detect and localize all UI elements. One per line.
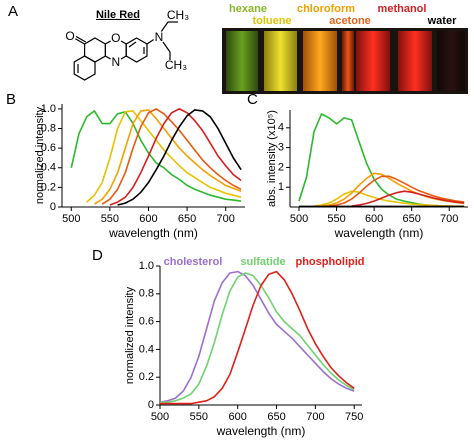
atom-label: N	[155, 30, 164, 44]
molecule-structure	[64, 21, 178, 81]
y-tick-label: 1	[278, 181, 284, 193]
series-line	[351, 190, 465, 207]
series-line	[70, 110, 242, 202]
y-tick-label: 0.4	[139, 343, 154, 355]
atom-label: CH₃	[165, 58, 187, 72]
x-tick-label: 600	[365, 213, 383, 225]
y-tick-label: 0	[50, 201, 56, 213]
series-line	[160, 272, 355, 403]
legend-entry: sulfatide	[240, 256, 285, 268]
solvent-label: hexane	[229, 3, 267, 15]
solvent-label: acetone	[329, 15, 371, 27]
x-tick-label: 700	[306, 411, 324, 423]
y-tick-label: 0.6	[139, 316, 154, 328]
x-tick-label: 600	[139, 213, 157, 225]
y-axis-label: normalized intensity	[34, 106, 46, 204]
atom-label: O	[65, 29, 74, 43]
series-line	[109, 108, 242, 206]
x-tick-label: 750	[345, 411, 363, 423]
x-axis-label: wavelength (nm)	[108, 226, 198, 240]
series-line	[93, 109, 242, 205]
solvent-label: methanol	[378, 3, 427, 15]
y-tick-label: 4	[278, 122, 284, 134]
series-line	[328, 175, 465, 207]
y-tick-label: 0.8	[139, 288, 154, 300]
series-line	[117, 109, 242, 206]
molecule-name: Nile Red	[96, 9, 140, 21]
y-tick-label: 2	[278, 161, 284, 173]
panel-label: B	[6, 91, 16, 108]
x-tick-label: 650	[178, 213, 196, 225]
series-line	[298, 113, 465, 208]
y-axis-label: abs. intensity (x10⁵)	[266, 110, 278, 207]
panel-label: C	[247, 91, 258, 108]
y-tick-label: 0.2	[41, 181, 56, 193]
y-tick-label: 0	[148, 399, 154, 411]
y-axis-label: normalized intensity	[124, 286, 136, 384]
atom-label: CH₃	[167, 8, 189, 22]
x-axis-label: wavelength (nm)	[334, 226, 424, 240]
legend-entry: phospholipid	[295, 256, 364, 268]
y-tick-label: 3	[278, 142, 284, 154]
x-tick-label: 650	[267, 411, 285, 423]
x-tick-label: 700	[440, 213, 458, 225]
atom-label: O	[111, 31, 120, 45]
cuvette-photo	[222, 28, 468, 94]
y-tick-label: 0.4	[41, 162, 56, 174]
x-tick-label: 600	[229, 411, 247, 423]
x-tick-label: 550	[327, 213, 345, 225]
panel-label: A	[8, 3, 18, 20]
series-line	[86, 110, 242, 203]
legend-entry: cholesterol	[164, 256, 223, 268]
y-tick-label: 1.0	[139, 260, 154, 272]
y-tick-label: 0.6	[41, 142, 56, 154]
x-axis-label: wavelength (nm)	[216, 424, 306, 438]
solvent-label: toluene	[252, 15, 291, 27]
y-tick-label: 0.8	[41, 122, 56, 134]
solvent-label: water	[427, 15, 457, 27]
x-tick-label: 700	[217, 213, 235, 225]
x-tick-label: 550	[101, 213, 119, 225]
x-tick-label: 500	[62, 213, 80, 225]
x-tick-label: 650	[402, 213, 420, 225]
atom-label: N	[111, 55, 120, 69]
solvent-label: chloroform	[297, 3, 355, 15]
y-tick-label: 0.2	[139, 371, 154, 383]
x-tick-label: 500	[151, 411, 169, 423]
series-line	[160, 270, 355, 405]
series-line	[159, 270, 355, 403]
x-tick-label: 550	[190, 411, 208, 423]
x-tick-label: 500	[290, 213, 308, 225]
series-line	[101, 108, 242, 205]
panel-label: D	[92, 247, 103, 264]
y-tick-label: 1.0	[41, 103, 56, 115]
